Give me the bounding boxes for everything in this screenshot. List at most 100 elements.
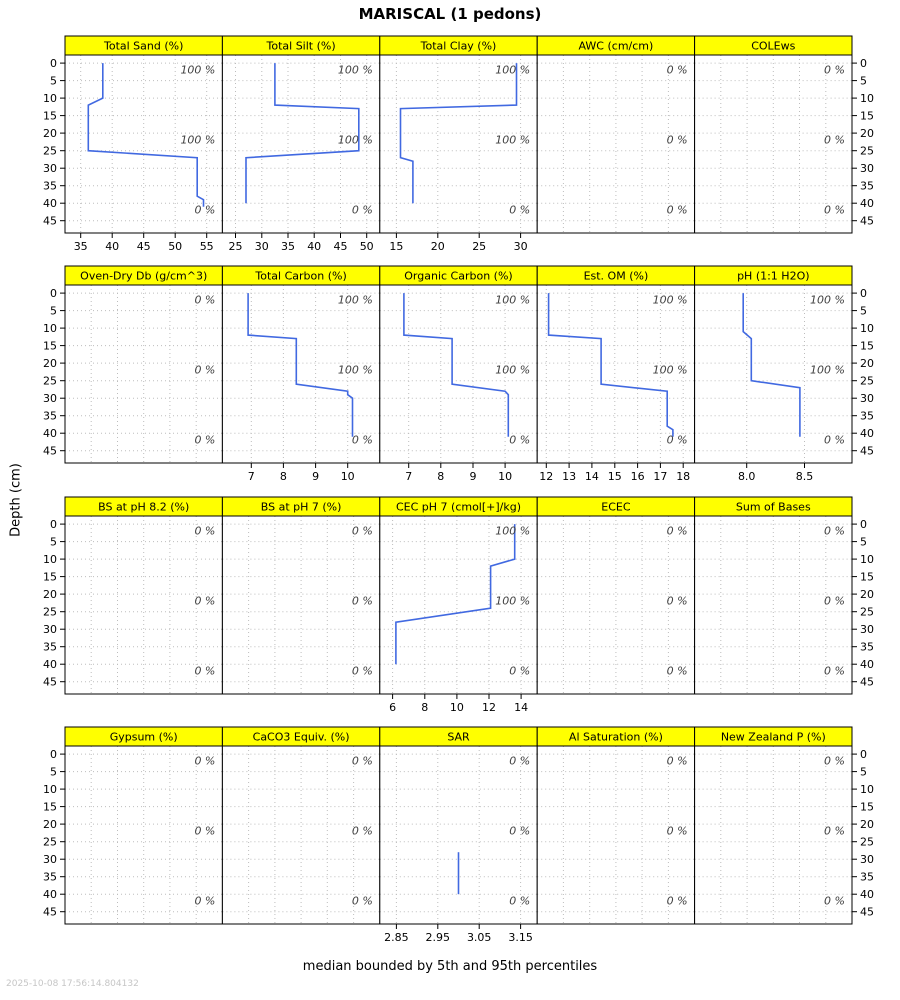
contributing-fraction-label: 0 % bbox=[194, 664, 215, 677]
panel-grid bbox=[694, 285, 852, 463]
strip bbox=[694, 35, 853, 56]
y-tick-label: 40 bbox=[860, 658, 874, 671]
x-tick-label: 9 bbox=[470, 470, 477, 483]
x-tick-label: 3.05 bbox=[467, 931, 492, 944]
y-tick-label: 10 bbox=[860, 553, 874, 566]
contributing-fraction-label: 0 % bbox=[509, 664, 530, 677]
panel-grid bbox=[537, 516, 695, 694]
contributing-fraction-label: 100 % bbox=[338, 133, 373, 146]
contributing-fraction-label: 0 % bbox=[667, 594, 688, 607]
panel-bs-at-ph-8-2: 0 % 0 % 0 % BS at pH 8.2 (%) 0 5 10 15 20 25 30 35 4… bbox=[43, 496, 223, 695]
plot-caption: median bounded by 5th and 95th percentil… bbox=[302, 959, 598, 974]
y-tick-label: 25 bbox=[43, 375, 57, 388]
x-axis: 6 8 10 12 14 bbox=[389, 694, 528, 714]
strip-title: AWC (cm/cm) bbox=[579, 39, 654, 52]
strip-title: CEC pH 7 (cmol[+]/kg) bbox=[396, 500, 521, 513]
x-tick-label: 35 bbox=[74, 240, 88, 253]
contributing-fraction-label: 100 % bbox=[338, 63, 373, 76]
contributing-fraction-label: 0 % bbox=[194, 594, 215, 607]
y-tick-label: 35 bbox=[860, 871, 874, 884]
y-tick-label: 45 bbox=[43, 906, 57, 919]
contributing-fraction-label: 0 % bbox=[509, 203, 530, 216]
panel-grid bbox=[379, 516, 538, 694]
y-tick-label: 30 bbox=[860, 162, 874, 175]
panel-organic-carbon: 100 % 100 % 0 % Organic Carbon (%) 7 8 9 10 bbox=[379, 265, 538, 483]
panel-background bbox=[537, 285, 695, 463]
x-tick-label: 13 bbox=[562, 470, 576, 483]
y-tick-label: 0 bbox=[50, 748, 57, 761]
y-tick-label: 35 bbox=[43, 410, 57, 423]
panel-grid bbox=[222, 516, 380, 694]
x-tick-label: 8 bbox=[280, 470, 287, 483]
timestamp-watermark: 2025-10-08 17:56:14.804132 bbox=[6, 979, 139, 989]
strip-title: CaCO3 Equiv. (%) bbox=[253, 730, 350, 743]
y-axis-right: 0 5 10 15 20 25 30 35 40 45 bbox=[852, 57, 874, 228]
y-tick-label: 5 bbox=[50, 535, 57, 548]
contributing-fraction-label: 0 % bbox=[509, 754, 530, 767]
contributing-fraction-label: 0 % bbox=[824, 664, 845, 677]
contributing-fraction-label: 0 % bbox=[667, 754, 688, 767]
x-axis: 12 13 14 15 16 17 18 bbox=[539, 463, 690, 483]
strip-title: SAR bbox=[447, 730, 470, 743]
x-tick-label: 35 bbox=[281, 240, 295, 253]
panel-grid bbox=[537, 285, 695, 463]
y-tick-label: 20 bbox=[860, 588, 874, 601]
x-tick-label: 8 bbox=[421, 701, 428, 714]
x-tick-label: 9 bbox=[312, 470, 319, 483]
x-tick-label: 7 bbox=[405, 470, 412, 483]
y-axis-left: 0 5 10 15 20 25 30 35 40 45 bbox=[43, 748, 65, 919]
x-axis: 15 20 25 30 bbox=[389, 233, 528, 253]
y-tick-label: 30 bbox=[43, 853, 57, 866]
strip bbox=[694, 496, 853, 517]
x-tick-label: 17 bbox=[653, 470, 667, 483]
contributing-fraction-label: 0 % bbox=[824, 524, 845, 537]
x-tick-label: 55 bbox=[200, 240, 214, 253]
y-tick-label: 25 bbox=[43, 145, 57, 158]
contributing-fraction-label: 100 % bbox=[495, 63, 530, 76]
panel-total-sand: 100 % 100 % 0 % Total Sand (%) 35 40 45 50 55 0 5 1… bbox=[43, 35, 223, 253]
y-tick-label: 20 bbox=[860, 127, 874, 140]
y-tick-label: 25 bbox=[860, 375, 874, 388]
x-axis: 25 30 35 40 45 50 bbox=[229, 233, 374, 253]
y-tick-label: 10 bbox=[43, 322, 57, 335]
y-tick-label: 45 bbox=[43, 445, 57, 458]
x-tick-label: 15 bbox=[389, 240, 403, 253]
y-tick-label: 30 bbox=[43, 623, 57, 636]
x-axis: 35 40 45 50 55 bbox=[74, 233, 214, 253]
y-tick-label: 15 bbox=[860, 109, 874, 122]
strip-title: ECEC bbox=[601, 500, 631, 513]
x-tick-label: 15 bbox=[608, 470, 622, 483]
panel-sum-of-bases: 0 % 0 % 0 % Sum of Bases 0 5 10 15 20 25 30 35 40 45 bbox=[694, 496, 874, 695]
y-tick-label: 10 bbox=[860, 92, 874, 105]
panel-grid bbox=[379, 55, 538, 233]
y-tick-label: 0 bbox=[860, 518, 867, 531]
y-tick-label: 15 bbox=[860, 800, 874, 813]
x-tick-label: 16 bbox=[631, 470, 645, 483]
y-tick-label: 10 bbox=[860, 783, 874, 796]
contributing-fraction-label: 0 % bbox=[194, 524, 215, 537]
contributing-fraction-label: 0 % bbox=[667, 203, 688, 216]
y-tick-label: 40 bbox=[43, 197, 57, 210]
y-tick-label: 5 bbox=[860, 74, 867, 87]
contributing-fraction-label: 100 % bbox=[338, 293, 373, 306]
y-tick-label: 15 bbox=[860, 570, 874, 583]
x-tick-label: 2.95 bbox=[426, 931, 451, 944]
contributing-fraction-label: 0 % bbox=[352, 524, 373, 537]
panel-total-carbon: 100 % 100 % 0 % Total Carbon (%) 7 8 9 10 bbox=[221, 265, 381, 483]
strip-title: Total Silt (%) bbox=[266, 39, 336, 52]
y-tick-label: 15 bbox=[43, 800, 57, 813]
contributing-fraction-label: 0 % bbox=[824, 754, 845, 767]
contributing-fraction-label: 0 % bbox=[194, 293, 215, 306]
y-tick-label: 25 bbox=[43, 606, 57, 619]
x-tick-label: 6 bbox=[389, 701, 396, 714]
contributing-fraction-label: 100 % bbox=[180, 63, 215, 76]
contributing-fraction-label: 0 % bbox=[824, 594, 845, 607]
x-tick-label: 12 bbox=[482, 701, 496, 714]
contributing-fraction-label: 100 % bbox=[495, 133, 530, 146]
profile-line bbox=[547, 293, 674, 437]
panel-grid bbox=[537, 55, 695, 233]
x-tick-label: 50 bbox=[168, 240, 182, 253]
x-tick-label: 10 bbox=[450, 701, 464, 714]
contributing-fraction-label: 0 % bbox=[194, 203, 215, 216]
